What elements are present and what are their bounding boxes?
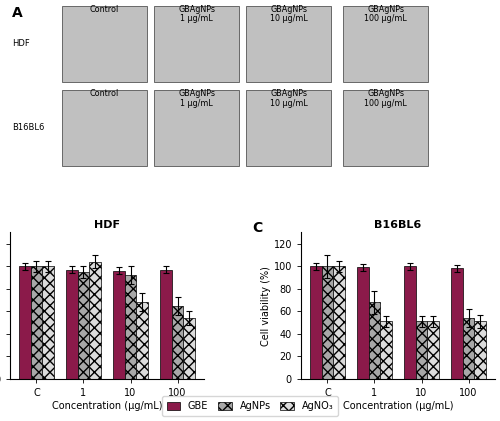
Text: A: A: [12, 6, 23, 20]
Text: 100 μg/mL: 100 μg/mL: [364, 99, 407, 107]
Text: 1 μg/mL: 1 μg/mL: [180, 14, 213, 23]
Bar: [451, 269, 462, 379]
Bar: [160, 269, 172, 379]
Bar: [428, 322, 439, 379]
Bar: [462, 318, 474, 379]
Text: C: C: [252, 221, 263, 235]
Bar: [334, 266, 345, 379]
Text: GBAgNPs: GBAgNPs: [178, 89, 215, 98]
Legend: GBE, AgNPs, AgNO₃: GBE, AgNPs, AgNO₃: [162, 397, 338, 416]
Title: HDF: HDF: [94, 220, 120, 230]
Bar: [90, 262, 101, 379]
Bar: [19, 266, 30, 379]
Text: 10 μg/mL: 10 μg/mL: [270, 99, 308, 107]
Bar: [172, 306, 183, 379]
Text: B16BL6: B16BL6: [12, 123, 45, 133]
Text: HDF: HDF: [12, 39, 30, 48]
Bar: [78, 272, 90, 379]
Bar: [246, 90, 332, 166]
Bar: [246, 6, 332, 82]
Title: B16BL6: B16BL6: [374, 220, 422, 230]
Bar: [380, 322, 392, 379]
Bar: [310, 266, 322, 379]
Bar: [42, 266, 54, 379]
Bar: [154, 6, 239, 82]
Bar: [62, 90, 147, 166]
Bar: [62, 6, 147, 82]
Text: GBAgNPs: GBAgNPs: [368, 5, 405, 14]
Bar: [184, 318, 195, 379]
Bar: [474, 322, 486, 379]
Text: GBAgNPs: GBAgNPs: [270, 89, 308, 98]
Text: 1 μg/mL: 1 μg/mL: [180, 99, 213, 107]
Text: GBAgNPs: GBAgNPs: [368, 89, 405, 98]
Bar: [404, 266, 415, 379]
Bar: [30, 266, 42, 379]
Bar: [124, 275, 136, 379]
Bar: [66, 269, 78, 379]
X-axis label: Concentration (μg/mL): Concentration (μg/mL): [52, 401, 162, 411]
Text: GBAgNPs: GBAgNPs: [270, 5, 308, 14]
Bar: [154, 90, 239, 166]
Bar: [416, 322, 428, 379]
Bar: [368, 302, 380, 379]
Text: 10 μg/mL: 10 μg/mL: [270, 14, 308, 23]
Text: Control: Control: [90, 5, 119, 14]
Bar: [344, 90, 428, 166]
X-axis label: Concentration (μg/mL): Concentration (μg/mL): [343, 401, 454, 411]
Bar: [136, 302, 148, 379]
Text: GBAgNPs: GBAgNPs: [178, 5, 215, 14]
Text: Control: Control: [90, 89, 119, 98]
Bar: [113, 271, 124, 379]
Text: 100 μg/mL: 100 μg/mL: [364, 14, 407, 23]
Bar: [344, 6, 428, 82]
Bar: [322, 266, 334, 379]
Y-axis label: Cell viability (%): Cell viability (%): [260, 266, 270, 346]
Bar: [357, 267, 368, 379]
